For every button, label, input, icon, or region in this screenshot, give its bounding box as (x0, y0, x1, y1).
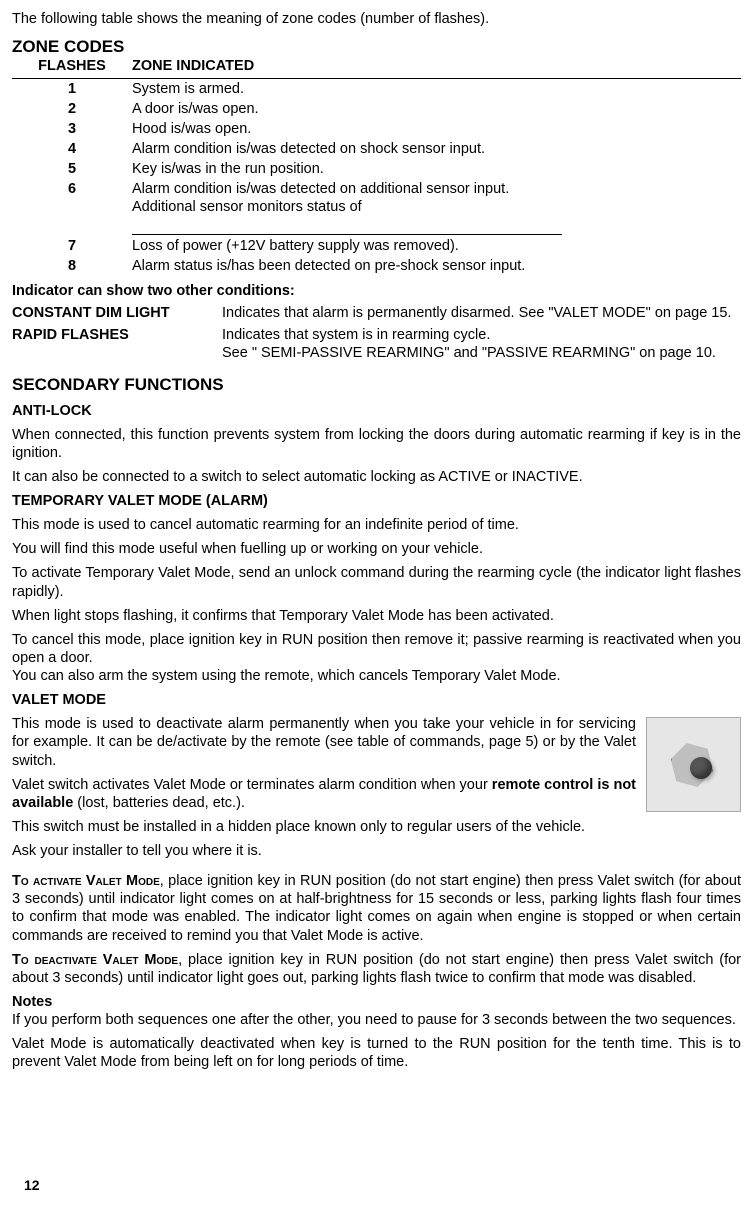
notes-para: Valet Mode is automatically deactivated … (12, 1035, 741, 1071)
vm-p2-c: (lost, batteries dead, etc.). (73, 795, 245, 811)
condition-text-line1: Indicates that system is in rearming cyc… (222, 327, 490, 343)
bolt-icon (664, 735, 724, 795)
zone-codes-table: FLASHES ZONE INDICATED 1System is armed.… (12, 57, 741, 275)
table-row: 7Loss of power (+12V battery supply was … (12, 236, 741, 256)
condition-label: RAPID FLASHES (12, 326, 222, 362)
col-header-zone: ZONE INDICATED (132, 57, 741, 78)
vm-para: Valet switch activates Valet Mode or ter… (12, 776, 741, 812)
intro-text: The following table shows the meaning of… (12, 10, 741, 28)
zone-desc: Key is/was in the run position. (132, 159, 741, 179)
zone-desc: Alarm condition is/was detected on shock… (132, 139, 741, 159)
table-row: 6 Alarm condition is/was detected on add… (12, 179, 741, 235)
condition-text: Indicates that system is in rearming cyc… (222, 326, 741, 362)
table-row: 8Alarm status is/has been detected on pr… (12, 256, 741, 276)
zone-desc: Alarm status is/has been detected on pre… (132, 256, 741, 276)
tvm-para: You will find this mode useful when fuel… (12, 540, 741, 558)
valet-mode-heading: VALET MODE (12, 691, 741, 709)
zone-desc: Alarm condition is/was detected on addit… (132, 179, 741, 235)
flash-num: 8 (12, 256, 132, 276)
notes-para: If you perform both sequences one after … (12, 1011, 741, 1029)
zone-desc: A door is/was open. (132, 99, 741, 119)
vm-p2-a: Valet switch activates Valet Mode or ter… (12, 777, 492, 793)
deactivate-para: To deactivate Valet Mode, place ignition… (12, 951, 741, 987)
table-row: 4Alarm condition is/was detected on shoc… (12, 139, 741, 159)
flash-num: 5 (12, 159, 132, 179)
condition-text-line2: See " SEMI-PASSIVE REARMING" and "PASSIV… (222, 345, 716, 361)
notes-heading: Notes (12, 993, 741, 1011)
tvm-para: To activate Temporary Valet Mode, send a… (12, 564, 741, 600)
table-row: 1System is armed. (12, 78, 741, 99)
tvm-para: When light stops flashing, it confirms t… (12, 607, 741, 625)
antilock-para: When connected, this function prevents s… (12, 426, 741, 462)
flash-num: 3 (12, 119, 132, 139)
zone-desc-line2: Additional sensor monitors status of (132, 199, 362, 215)
activate-label: To activate Valet Mode (12, 873, 160, 889)
antilock-heading: ANTI-LOCK (12, 402, 741, 420)
fill-in-blank (132, 234, 562, 235)
table-row: 5Key is/was in the run position. (12, 159, 741, 179)
valet-switch-image (646, 717, 741, 812)
condition-label: CONSTANT DIM LIGHT (12, 304, 222, 322)
tvm-para: You can also arm the system using the re… (12, 667, 741, 685)
deactivate-label: To deactivate Valet Mode (12, 952, 178, 968)
flash-num: 4 (12, 139, 132, 159)
vm-para: This mode is used to deactivate alarm pe… (12, 715, 741, 769)
flash-num: 6 (12, 179, 132, 235)
other-conditions-heading: Indicator can show two other conditions: (12, 282, 741, 300)
flash-num: 2 (12, 99, 132, 119)
table-row: 3Hood is/was open. (12, 119, 741, 139)
zone-desc: Hood is/was open. (132, 119, 741, 139)
condition-row: RAPID FLASHES Indicates that system is i… (12, 326, 741, 362)
vm-para: This switch must be installed in a hidde… (12, 818, 741, 836)
table-row: 2A door is/was open. (12, 99, 741, 119)
secondary-functions-heading: SECONDARY FUNCTIONS (12, 374, 741, 395)
vm-para: Ask your installer to tell you where it … (12, 842, 741, 860)
zone-desc: Loss of power (+12V battery supply was r… (132, 236, 741, 256)
flash-num: 7 (12, 236, 132, 256)
page-number: 12 (24, 1177, 40, 1195)
zone-desc-line1: Alarm condition is/was detected on addit… (132, 181, 509, 197)
tvm-para: This mode is used to cancel automatic re… (12, 516, 741, 534)
col-header-flashes: FLASHES (12, 57, 132, 78)
tvm-para: To cancel this mode, place ignition key … (12, 631, 741, 667)
antilock-para: It can also be connected to a switch to … (12, 468, 741, 486)
zone-codes-heading: ZONE CODES (12, 36, 741, 57)
condition-text: Indicates that alarm is permanently disa… (222, 304, 741, 322)
flash-num: 1 (12, 78, 132, 99)
activate-para: To activate Valet Mode, place ignition k… (12, 872, 741, 945)
condition-row: CONSTANT DIM LIGHT Indicates that alarm … (12, 304, 741, 322)
temp-valet-heading: TEMPORARY VALET MODE (ALARM) (12, 492, 741, 510)
zone-desc: System is armed. (132, 78, 741, 99)
